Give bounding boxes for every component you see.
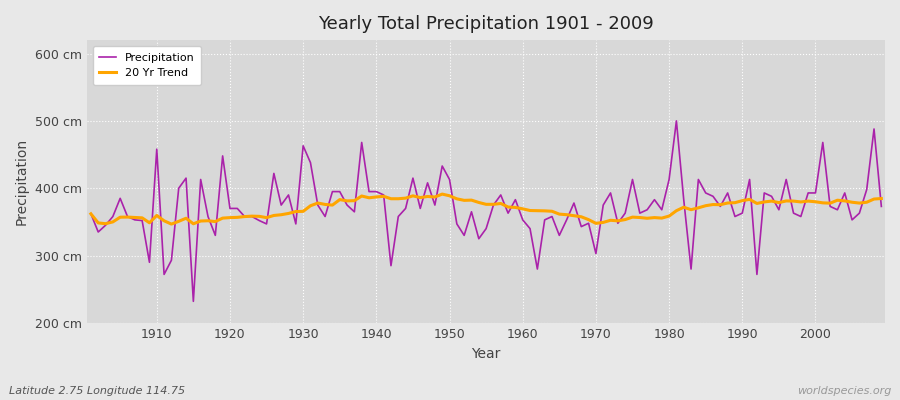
20 Yr Trend: [312, 201, 323, 206]
Title: Yearly Total Precipitation 1901 - 2009: Yearly Total Precipitation 1901 - 2009: [319, 15, 654, 33]
Precipitation: [613, 221, 624, 226]
Precipitation: [876, 204, 886, 209]
Precipitation: [86, 212, 96, 216]
20 Yr Trend: [166, 222, 176, 226]
Precipitation: [188, 299, 199, 304]
Line: 20 Yr Trend: 20 Yr Trend: [91, 194, 881, 224]
Precipitation: [312, 203, 323, 208]
Legend: Precipitation, 20 Yr Trend: Precipitation, 20 Yr Trend: [93, 46, 202, 85]
20 Yr Trend: [876, 196, 886, 201]
20 Yr Trend: [86, 212, 96, 216]
20 Yr Trend: [620, 217, 631, 222]
Text: worldspecies.org: worldspecies.org: [796, 386, 891, 396]
Precipitation: [525, 226, 535, 231]
Y-axis label: Precipitation: Precipitation: [15, 138, 29, 225]
20 Yr Trend: [144, 220, 155, 225]
Line: Precipitation: Precipitation: [91, 121, 881, 301]
Precipitation: [518, 218, 528, 222]
20 Yr Trend: [525, 208, 535, 213]
20 Yr Trend: [356, 194, 367, 198]
X-axis label: Year: Year: [472, 347, 500, 361]
Precipitation: [144, 260, 155, 265]
20 Yr Trend: [436, 192, 447, 196]
Precipitation: [356, 140, 367, 145]
Text: Latitude 2.75 Longitude 114.75: Latitude 2.75 Longitude 114.75: [9, 386, 185, 396]
Precipitation: [671, 118, 682, 123]
20 Yr Trend: [532, 208, 543, 213]
